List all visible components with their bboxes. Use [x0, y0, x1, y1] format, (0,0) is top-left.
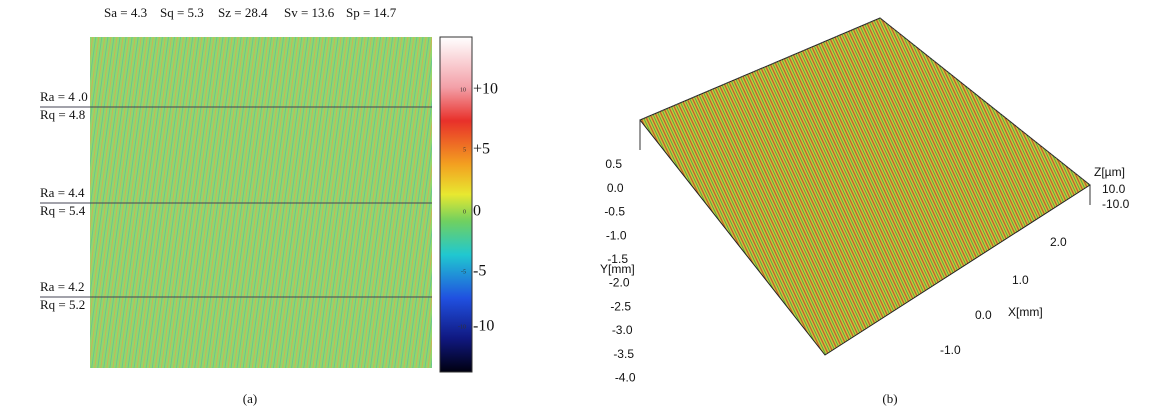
- x-tick-label: 2.0: [1050, 235, 1067, 249]
- y-tick-label: -0.5: [604, 205, 625, 219]
- ra-label: Ra = 4.2: [40, 279, 85, 294]
- colorbar-inner-tick: 10: [460, 87, 466, 93]
- colorbar-tick-label: -10: [473, 318, 494, 335]
- surface-stat: Sv = 13.6: [284, 5, 335, 20]
- z-axis-label: Z[µm]: [1094, 165, 1125, 179]
- colorbar-tick-label: +10: [473, 81, 498, 98]
- rq-label: Rq = 5.2: [40, 297, 85, 312]
- y-tick-label: -2.5: [610, 299, 631, 313]
- y-tick-label: 0.0: [607, 181, 624, 195]
- y-tick-label: -4.0: [615, 370, 636, 384]
- x-tick-label: -1.0: [940, 343, 961, 357]
- y-tick-label: 0.5: [605, 157, 622, 171]
- z-tick-label: 10.0: [1102, 182, 1126, 196]
- caption: (b): [882, 391, 897, 406]
- ra-label: Ra = 4 .0: [40, 89, 88, 104]
- colorbar: [439, 36, 473, 373]
- y-tick-label: -3.0: [612, 323, 633, 337]
- rq-label: Rq = 4.8: [40, 107, 85, 122]
- y-tick-label: -1.0: [606, 228, 627, 242]
- colorbar-inner-tick: 0: [463, 209, 466, 215]
- colorbar-inner-tick: -10: [458, 324, 466, 330]
- colorbar-tick-label: 0: [473, 203, 481, 220]
- caption: (a): [243, 391, 257, 406]
- colorbar-inner-tick: 5: [463, 147, 466, 153]
- colorbar-tick-label: +5: [473, 141, 490, 158]
- surface-stat: Sz = 28.4: [218, 5, 268, 20]
- y-axis-label: Y[mm]: [600, 262, 635, 276]
- surface-stat: Sp = 14.7: [346, 5, 397, 20]
- rq-label: Rq = 5.4: [40, 203, 86, 218]
- y-tick-label: -2.0: [609, 276, 630, 290]
- colorbar-inner-tick: -5: [461, 269, 466, 275]
- x-tick-label: 0.0: [975, 308, 992, 322]
- ra-label: Ra = 4.4: [40, 185, 85, 200]
- x-tick-label: 1.0: [1012, 273, 1029, 287]
- x-axis-label: X[mm]: [1008, 305, 1043, 319]
- z-tick-label: -10.0: [1102, 197, 1130, 211]
- y-tick-label: -3.5: [613, 347, 634, 361]
- y-tick-label: -1.5: [607, 252, 628, 266]
- colorbar-tick-label: -5: [473, 263, 486, 280]
- surface-stat: Sa = 4.3: [104, 5, 147, 20]
- surface-stat: Sq = 5.3: [160, 5, 204, 20]
